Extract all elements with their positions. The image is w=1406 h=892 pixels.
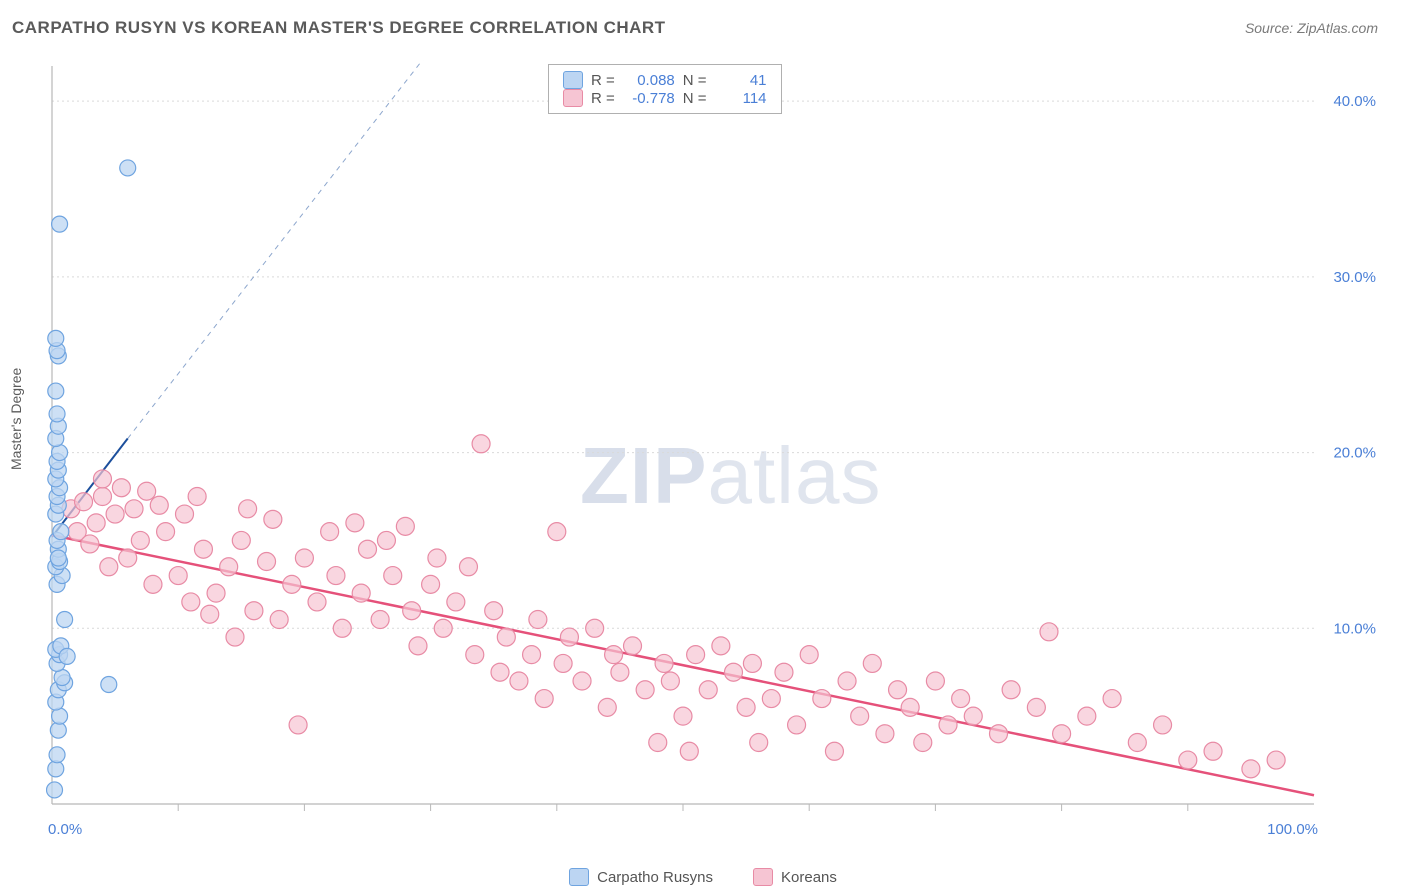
- y-axis-label: Master's Degree: [8, 368, 24, 470]
- svg-text:100.0%: 100.0%: [1267, 821, 1318, 838]
- legend-swatch-0: [563, 71, 583, 89]
- r-value-0: 0.088: [623, 72, 675, 89]
- r-value-1: -0.778: [623, 90, 675, 107]
- legend-label-1: Koreans: [781, 869, 837, 886]
- svg-text:40.0%: 40.0%: [1333, 93, 1376, 110]
- legend-swatch-1: [753, 868, 773, 886]
- legend-item-1: Koreans: [753, 868, 837, 886]
- legend-label-0: Carpatho Rusyns: [597, 869, 713, 886]
- n-value-0: 41: [715, 72, 767, 89]
- n-label: N =: [683, 90, 707, 107]
- svg-text:30.0%: 30.0%: [1333, 269, 1376, 286]
- svg-text:0.0%: 0.0%: [48, 821, 82, 838]
- legend-row-series-1: R = -0.778 N = 114: [563, 89, 767, 107]
- legend-row-series-0: R = 0.088 N = 41: [563, 71, 767, 89]
- r-label: R =: [591, 72, 615, 89]
- chart-title: CARPATHO RUSYN VS KOREAN MASTER'S DEGREE…: [12, 18, 666, 38]
- n-label: N =: [683, 72, 707, 89]
- chart-header: CARPATHO RUSYN VS KOREAN MASTER'S DEGREE…: [0, 0, 1406, 48]
- source-label: Source: ZipAtlas.com: [1245, 20, 1378, 36]
- series-legend: Carpatho Rusyns Koreans: [0, 868, 1406, 886]
- svg-text:10.0%: 10.0%: [1333, 620, 1376, 637]
- correlation-legend: R = 0.088 N = 41 R = -0.778 N = 114: [548, 64, 782, 114]
- n-value-1: 114: [715, 90, 767, 107]
- legend-swatch-0: [569, 868, 589, 886]
- scatter-plot: 10.0% 20.0% 30.0% 40.0% 0.0% 100.0%: [46, 60, 1386, 850]
- r-label: R =: [591, 90, 615, 107]
- svg-text:20.0%: 20.0%: [1333, 445, 1376, 462]
- legend-item-0: Carpatho Rusyns: [569, 868, 713, 886]
- legend-swatch-1: [563, 89, 583, 107]
- chart-container: Master's Degree ZIPatlas 10.0%20.0%30.0%…: [0, 50, 1406, 892]
